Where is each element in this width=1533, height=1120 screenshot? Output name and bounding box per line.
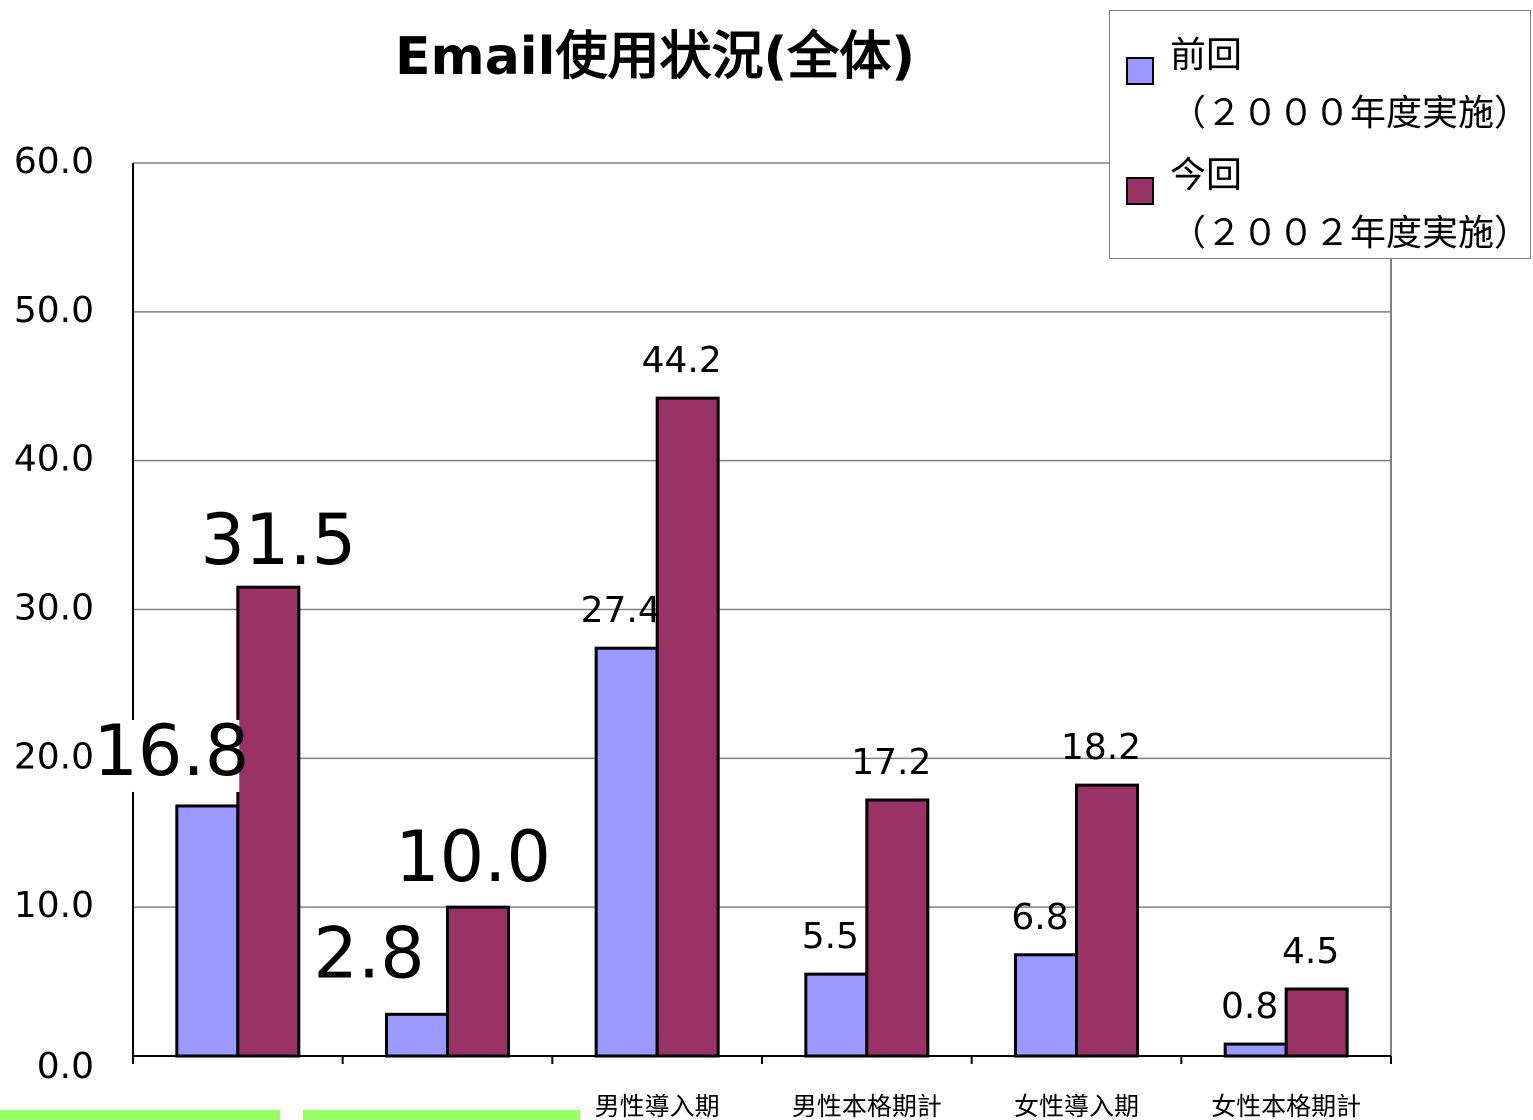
bar xyxy=(385,1012,449,1058)
bar xyxy=(1284,987,1349,1058)
label-bg xyxy=(405,826,541,899)
x-tick-label: 男性本格期計 xyxy=(792,1092,942,1120)
y-tick-label: 60.0 xyxy=(14,141,94,182)
data-label: 31.5 xyxy=(200,499,356,581)
data-label: 10.0 xyxy=(395,816,551,898)
y-tick-label: 0.0 xyxy=(37,1046,94,1087)
bar xyxy=(1014,953,1078,1058)
legend-entry: 今回 （２００２年度実施） xyxy=(1126,147,1530,263)
y-tick-label: 20.0 xyxy=(14,736,94,777)
legend-swatch xyxy=(1126,57,1154,85)
legend-label: 前回 （２０００年度実施） xyxy=(1170,35,1531,134)
legend-label: 今回 （２００２年度実施） xyxy=(1170,155,1531,254)
bar xyxy=(594,646,659,1058)
green-box xyxy=(303,1110,580,1120)
data-label: 27.4 xyxy=(581,590,661,631)
bar xyxy=(655,396,720,1058)
data-label: 4.5 xyxy=(1282,931,1339,972)
bar xyxy=(175,804,240,1058)
label-bg xyxy=(103,719,240,792)
x-tick-label: 女性本格期計 xyxy=(1211,1092,1361,1120)
data-label: 44.2 xyxy=(642,340,722,381)
bar xyxy=(1075,783,1139,1058)
label-bg xyxy=(210,509,347,582)
green-box xyxy=(0,1110,280,1120)
data-label: 18.2 xyxy=(1061,727,1141,768)
legend: 前回 （２０００年度実施） 今回 （２００２年度実施） xyxy=(1109,10,1531,259)
bar xyxy=(236,585,301,1058)
data-label: 17.2 xyxy=(851,742,931,783)
label-bg xyxy=(301,922,437,995)
data-label: 16.8 xyxy=(93,710,249,792)
x-tick-label: 男性導入期 xyxy=(595,1092,720,1120)
legend-swatch xyxy=(1126,177,1154,205)
y-tick-label: 10.0 xyxy=(14,885,94,926)
y-tick-label: 50.0 xyxy=(14,290,94,331)
data-label: 5.5 xyxy=(802,916,859,957)
data-label: 2.8 xyxy=(313,912,424,994)
y-tick-label: 40.0 xyxy=(14,439,94,480)
data-label: 0.8 xyxy=(1221,986,1278,1027)
bar xyxy=(804,972,869,1058)
data-label: 6.8 xyxy=(1011,897,1068,938)
bar xyxy=(1223,1042,1288,1058)
y-tick-label: 30.0 xyxy=(14,588,94,629)
x-tick-label: 女性導入期 xyxy=(1014,1092,1139,1120)
chart-title: Email使用状況(全体) xyxy=(395,27,915,87)
legend-entry: 前回 （２０００年度実施） xyxy=(1126,27,1530,143)
bar xyxy=(865,798,930,1058)
bar xyxy=(446,905,510,1058)
